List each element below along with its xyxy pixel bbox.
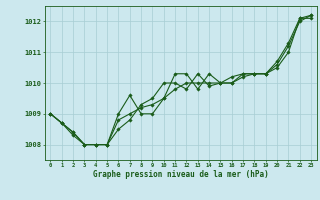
X-axis label: Graphe pression niveau de la mer (hPa): Graphe pression niveau de la mer (hPa) [93,170,269,179]
